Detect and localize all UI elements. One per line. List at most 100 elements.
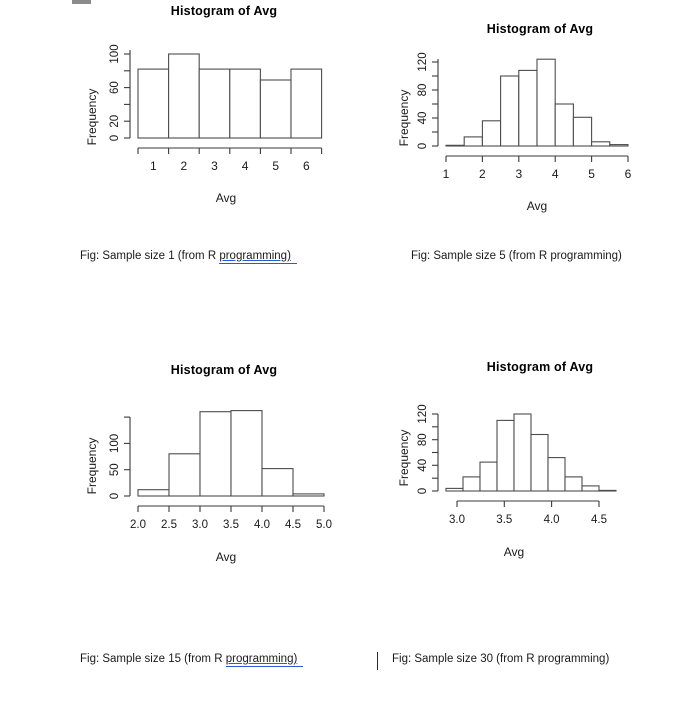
bar-4: [230, 410, 263, 497]
bar-1: [137, 489, 170, 497]
x-tick-3-chart2: 3: [515, 167, 522, 181]
x-tick-4p5-chart3: 4.5: [285, 519, 301, 531]
x-tick-2p0-chart3: 2.0: [130, 519, 146, 531]
y-tick-80-chart2: 80: [417, 84, 429, 97]
x-tick-5-chart2: 5: [588, 167, 595, 181]
bar-6: [290, 68, 323, 139]
bar-1: [445, 487, 464, 492]
bar-2: [168, 53, 200, 139]
y-tick-0-chart4: 0: [417, 488, 429, 494]
x-tick-3p0-chart3: 3.0: [192, 519, 208, 531]
bar-9: [591, 141, 611, 147]
x-axis-label-4: Avg: [504, 545, 524, 559]
bar-5: [259, 79, 292, 139]
plot-area-3: Frequency 0 50 100: [74, 381, 374, 571]
bar-4: [500, 75, 520, 147]
y-tick-20-chart1: 20: [109, 115, 121, 128]
caption-3-misspelled: programming): [225, 653, 298, 665]
ruler-tab-marker: [72, 0, 91, 4]
plot-area-1: Frequency 0 20 60 100: [74, 22, 374, 212]
bar-6: [536, 58, 556, 147]
y-tick-50-chart3: 50: [109, 463, 121, 476]
x-tick-2p5-chart3: 2.5: [161, 519, 177, 531]
bar-9: [581, 485, 600, 492]
plot-area-4: Frequency 0 40 80 120: [390, 378, 690, 568]
bar-3: [198, 68, 231, 139]
plot-area-2: Frequency 0 40 80 120: [390, 40, 690, 225]
chart-title-4: Histogram of Avg: [486, 360, 594, 374]
figure-caption-3: Fig: Sample size 15 (from R programming): [80, 653, 303, 667]
chart-title-2: Histogram of Avg: [486, 22, 594, 36]
bar-8: [564, 476, 583, 492]
caption-1-misspelled: programming): [219, 250, 291, 262]
x-axis-label-3: Avg: [216, 550, 236, 564]
bar-1: [137, 68, 170, 139]
x-tick-3p0-chart4: 3.0: [449, 514, 465, 526]
x-tick-4p5-chart4: 4.5: [591, 514, 607, 526]
x-tick-2-chart2: 2: [479, 167, 486, 181]
histogram-bars-2: [445, 58, 629, 147]
x-tick-4-chart2: 4: [552, 167, 559, 181]
bar-6: [292, 493, 325, 497]
x-tick-4p0-chart3: 4.0: [254, 519, 270, 531]
histogram-bars-4: [445, 413, 617, 492]
caption-4-text: Fig: Sample size 30 (from R programming): [392, 653, 610, 665]
y-tick-120-chart4: 120: [417, 404, 429, 423]
bar-1: [445, 144, 465, 147]
y-tick-0-chart3: 0: [109, 493, 121, 499]
bar-4: [496, 419, 515, 492]
bar-7: [554, 103, 574, 147]
caption-1-prefix: Fig: Sample size 1 (from R: [80, 250, 220, 262]
x-axis-label-2: Avg: [527, 199, 547, 213]
bar-3: [481, 120, 502, 147]
x-tick-4-chart1: 4: [242, 159, 249, 173]
y-tick-40-chart2: 40: [417, 112, 429, 125]
bar-7: [547, 457, 566, 492]
histogram-svg-4: Frequency 0 40 80 120: [397, 404, 617, 559]
x-tick-5p0-chart3: 5.0: [316, 519, 332, 531]
histogram-svg-3: Frequency 0 50 100: [85, 410, 332, 564]
y-axis-label-2: Frequency: [397, 90, 411, 147]
y-tick-0-chart2: 0: [417, 143, 429, 149]
y-tick-100-chart1: 100: [109, 44, 121, 63]
x-tick-3p5-chart4: 3.5: [496, 514, 512, 526]
bar-10: [609, 144, 629, 147]
y-axis-label-4: Frequency: [397, 430, 411, 487]
x-tick-2-chart1: 2: [181, 159, 188, 173]
x-tick-6-chart2: 6: [625, 167, 632, 181]
bar-3: [199, 411, 232, 497]
histogram-svg-2: Frequency 0 40 80 120: [397, 52, 632, 213]
bar-3: [479, 461, 498, 492]
y-tick-80-chart4: 80: [417, 433, 429, 446]
chart-title-1: Histogram of Avg: [170, 4, 278, 18]
bar-4: [229, 68, 261, 139]
bar-5: [513, 413, 532, 492]
caption-3-prefix: Fig: Sample size 15 (from R: [80, 653, 226, 665]
x-axis-label-1: Avg: [216, 191, 236, 205]
bar-8: [572, 116, 593, 147]
y-tick-100-chart3: 100: [109, 434, 121, 453]
x-tick-1-chart2: 1: [443, 167, 450, 181]
x-tick-5-chart1: 5: [272, 159, 279, 173]
histogram-bars-1: [137, 53, 323, 139]
x-tick-3-chart1: 3: [211, 159, 218, 173]
y-tick-0-chart1: 0: [109, 135, 121, 141]
bar-2: [462, 476, 481, 492]
bar-2: [463, 136, 483, 147]
bar-10: [598, 489, 617, 492]
figure-sample-size-15: Histogram of Avg Frequency 0 50 100: [74, 363, 374, 571]
figure-sample-size-1: Histogram of Avg Frequency 0 20 60: [74, 4, 374, 212]
bar-5: [518, 69, 538, 147]
bar-2: [168, 453, 201, 497]
x-tick-4p0-chart4: 4.0: [544, 514, 560, 526]
bar-6: [530, 433, 549, 492]
y-axis-label-3: Frequency: [85, 438, 99, 495]
figure-caption-4: Fig: Sample size 30 (from R programming): [392, 653, 609, 665]
figure-caption-1: Fig: Sample size 1 (from R programming): [80, 250, 297, 264]
y-axis-label-1: Frequency: [85, 89, 99, 146]
text-cursor-caret: [377, 652, 378, 670]
caption-2-text: Fig: Sample size 5 (from R programming): [411, 250, 622, 262]
chart-title-3: Histogram of Avg: [170, 363, 278, 377]
y-tick-40-chart4: 40: [417, 459, 429, 472]
